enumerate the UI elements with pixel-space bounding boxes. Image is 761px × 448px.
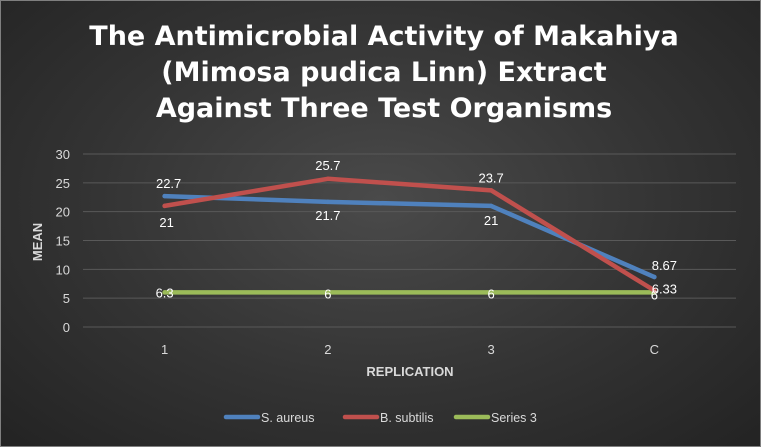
legend-label: Series 3 bbox=[491, 411, 537, 425]
y-tick-label: 5 bbox=[63, 291, 70, 306]
y-tick-label: 10 bbox=[56, 262, 70, 277]
data-point bbox=[488, 188, 494, 193]
y-tick-label: 0 bbox=[63, 320, 70, 335]
data-point bbox=[488, 203, 494, 209]
x-axis-ticks: 1 2 3 C bbox=[161, 342, 659, 357]
data-label: 6 bbox=[488, 286, 495, 301]
x-tick-label: 1 bbox=[161, 342, 168, 357]
data-point bbox=[652, 274, 657, 280]
data-label: 6 bbox=[324, 286, 331, 301]
data-point bbox=[488, 290, 494, 295]
chart-title-line-1: The Antimicrobial Activity of Makahiya bbox=[89, 21, 678, 52]
series-line-b-subtilis bbox=[162, 176, 657, 293]
y-tick-label: 25 bbox=[56, 176, 70, 191]
data-label: 25.7 bbox=[315, 158, 340, 173]
y-axis-ticks: 0 5 10 15 20 25 30 bbox=[56, 147, 70, 335]
data-label: 21 bbox=[159, 215, 173, 230]
chart-title-line-2: (Mimosa pudica Linn) Extract bbox=[161, 57, 607, 88]
series-lines bbox=[162, 176, 657, 295]
data-labels: 22.7 21.7 21 8.67 21 25.7 23.7 6.33 6.3 6 6 6 bbox=[156, 158, 677, 303]
legend: S. aureus B. subtilis Series 3 bbox=[223, 411, 537, 425]
data-point bbox=[325, 176, 331, 181]
data-point bbox=[325, 199, 331, 205]
data-label: 6.3 bbox=[156, 285, 174, 300]
data-point bbox=[325, 290, 331, 295]
y-tick-label: 30 bbox=[56, 147, 70, 162]
data-label: 21 bbox=[484, 213, 498, 228]
y-axis-title: MEAN bbox=[30, 223, 45, 261]
chart-title: The Antimicrobial Activity of Makahiya (… bbox=[89, 21, 678, 124]
data-label: 21.7 bbox=[315, 208, 340, 223]
data-label: 22.7 bbox=[156, 176, 181, 191]
legend-label: S. aureus bbox=[261, 411, 315, 425]
data-point bbox=[652, 288, 657, 293]
data-point bbox=[162, 290, 167, 295]
chart-title-line-3: Against Three Test Organisms bbox=[156, 93, 612, 124]
y-tick-label: 20 bbox=[56, 205, 70, 220]
x-tick-label: 2 bbox=[324, 342, 331, 357]
data-point bbox=[162, 203, 167, 209]
data-label: 8.67 bbox=[652, 258, 677, 273]
x-axis-title: REPLICATION bbox=[366, 364, 453, 379]
y-tick-label: 15 bbox=[56, 234, 70, 249]
x-tick-label: C bbox=[650, 342, 659, 357]
x-tick-label: 3 bbox=[488, 342, 495, 357]
data-label: 6.33 bbox=[652, 281, 677, 296]
data-label: 6 bbox=[651, 287, 658, 302]
series-line-s-aureus bbox=[162, 193, 657, 280]
data-label: 23.7 bbox=[478, 170, 503, 185]
data-point bbox=[162, 193, 167, 199]
legend-label: B. subtilis bbox=[380, 411, 434, 425]
